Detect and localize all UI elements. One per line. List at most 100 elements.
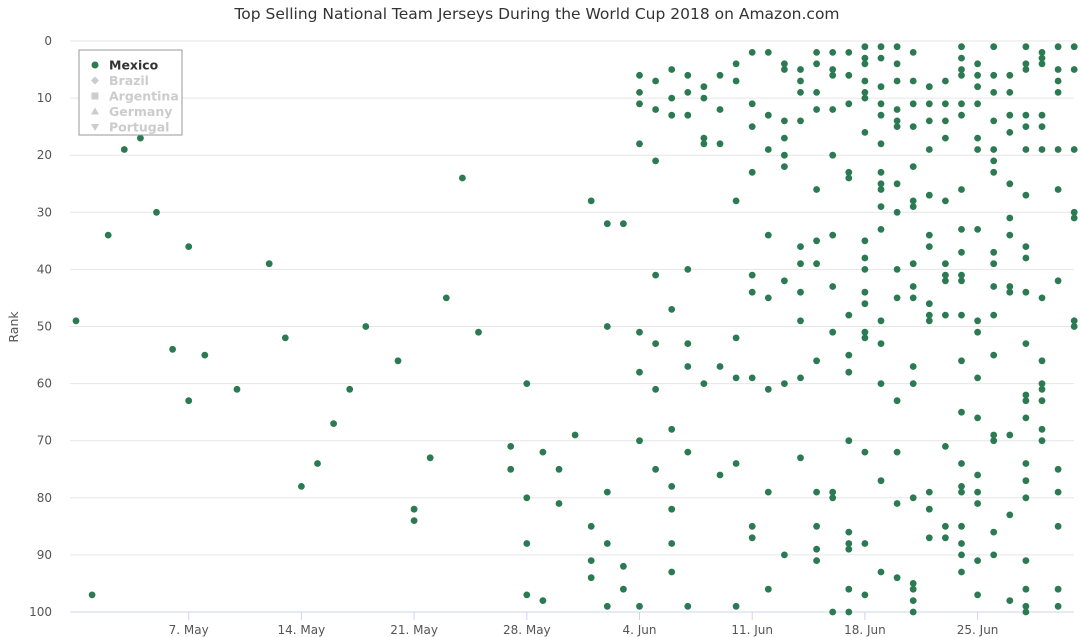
data-point (523, 380, 531, 387)
data-point (459, 174, 466, 182)
data-point (813, 545, 820, 553)
data-point (1006, 597, 1014, 604)
data-point (88, 591, 96, 599)
data-point (974, 471, 981, 479)
data-point (636, 140, 643, 148)
data-point (925, 488, 933, 496)
data-point (700, 83, 708, 91)
data-point (909, 597, 917, 604)
data-point (797, 454, 804, 462)
legend-item-brazil[interactable]: Brazil (109, 73, 149, 88)
data-point (1038, 357, 1046, 365)
data-point (958, 226, 965, 233)
data-point (974, 134, 981, 142)
x-tick-label: 4. Jun (622, 623, 656, 637)
data-point (764, 231, 772, 239)
data-point (925, 146, 933, 153)
data-point (748, 168, 756, 176)
data-point (813, 260, 820, 268)
data-point (1022, 340, 1030, 347)
data-point (861, 54, 869, 62)
data-point (893, 60, 901, 68)
data-point (877, 168, 885, 176)
data-points (72, 43, 1078, 616)
data-point (1070, 146, 1078, 153)
data-point (1038, 146, 1046, 153)
data-point (1022, 494, 1030, 502)
data-point (797, 260, 804, 268)
legend-item-argentina[interactable]: Argentina (109, 89, 179, 104)
data-point (990, 283, 998, 290)
data-point (974, 71, 981, 79)
data-point (909, 260, 917, 268)
legend-item-mexico[interactable]: Mexico (109, 58, 159, 73)
data-point (700, 140, 708, 148)
data-point (958, 483, 965, 490)
data-point (925, 300, 933, 308)
data-point (668, 306, 676, 313)
data-point (974, 60, 981, 68)
data-point (974, 328, 981, 336)
data-point (974, 500, 981, 507)
data-point (909, 494, 917, 502)
data-point (861, 60, 869, 68)
data-point (990, 260, 998, 268)
x-tick-label: 21. May (390, 623, 438, 637)
data-point (1070, 66, 1078, 73)
data-point (797, 77, 804, 85)
data-point (587, 574, 595, 582)
data-point (958, 277, 965, 285)
data-point (990, 43, 998, 51)
data-point (539, 597, 547, 604)
data-point (716, 140, 724, 148)
data-point (877, 54, 885, 62)
data-point (1006, 180, 1014, 188)
data-point (845, 585, 853, 593)
y-tick-label: 10 (37, 91, 52, 105)
data-point (1006, 71, 1014, 79)
data-point (1022, 391, 1030, 399)
data-point (909, 100, 917, 108)
data-point (1070, 214, 1078, 222)
data-point (942, 277, 949, 285)
data-point (1022, 602, 1030, 610)
data-point (781, 134, 788, 142)
data-point (652, 385, 659, 393)
chart-title: Top Selling National Team Jerseys During… (233, 5, 839, 23)
x-tick-label: 7. May (169, 623, 209, 637)
data-point (668, 505, 676, 513)
data-point (764, 49, 772, 56)
data-point (990, 528, 998, 536)
data-point (748, 49, 756, 56)
x-tick-label: 11. Jun (731, 623, 773, 637)
data-point (716, 71, 724, 79)
data-point (861, 334, 869, 342)
data-point (861, 591, 869, 599)
data-point (1054, 77, 1062, 85)
data-point (813, 488, 820, 496)
data-point (748, 100, 756, 108)
data-point (636, 368, 643, 376)
data-point (1054, 66, 1062, 73)
data-point (861, 448, 869, 456)
data-point (169, 345, 177, 353)
data-point (942, 260, 949, 268)
data-point (684, 71, 692, 79)
data-point (861, 254, 869, 262)
data-point (958, 522, 965, 530)
data-point (909, 197, 917, 205)
data-point (314, 460, 321, 467)
legend-item-germany[interactable]: Germany (109, 104, 172, 119)
data-point (620, 585, 627, 593)
data-point (797, 66, 804, 73)
data-point (861, 266, 869, 273)
legend-item-portugal[interactable]: Portugal (109, 120, 169, 135)
y-tick-label: 30 (37, 205, 52, 219)
data-point (942, 134, 949, 142)
data-point (652, 340, 659, 347)
legend-marker (91, 92, 99, 100)
data-point (829, 231, 837, 239)
data-point (700, 380, 708, 387)
data-point (893, 106, 901, 113)
